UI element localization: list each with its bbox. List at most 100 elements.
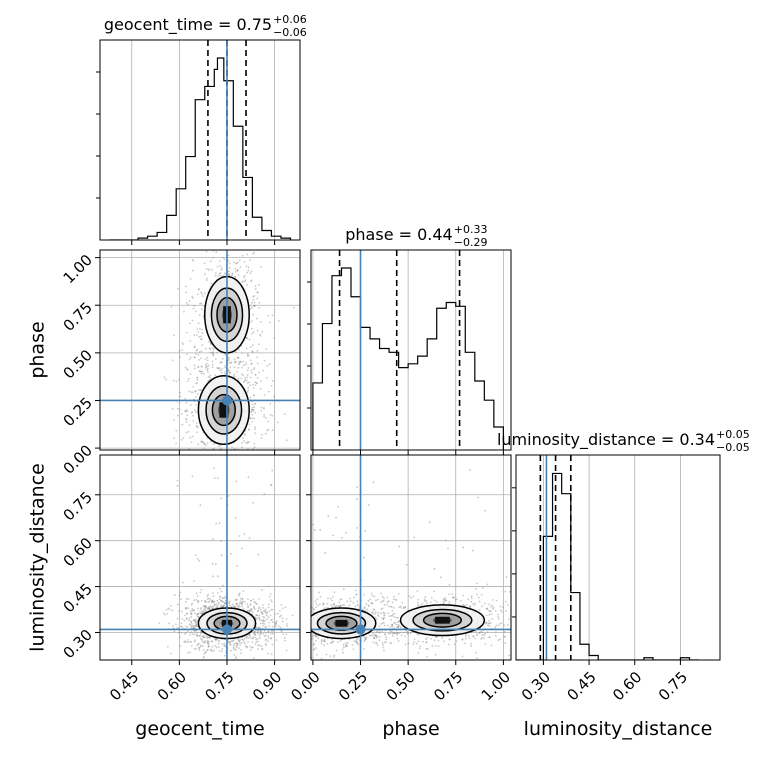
scatter-point <box>251 383 254 386</box>
scatter-point <box>235 457 237 459</box>
scatter-point <box>194 411 197 413</box>
scatter-point <box>307 606 309 608</box>
scatter-point <box>276 421 279 424</box>
scatter-point <box>184 409 186 412</box>
scatter-point <box>248 423 251 426</box>
scatter-point <box>199 302 201 305</box>
scatter-point <box>241 598 244 601</box>
scatter-point <box>212 352 215 355</box>
scatter-point <box>301 618 303 620</box>
scatter-point <box>393 632 395 635</box>
scatter-point <box>395 616 398 619</box>
scatter-point <box>185 431 188 434</box>
scatter-point <box>242 590 245 593</box>
scatter-point <box>354 589 357 592</box>
scatter-point <box>192 269 194 272</box>
scatter-point <box>234 649 237 652</box>
scatter-point <box>247 640 249 643</box>
scatter-point <box>443 601 445 604</box>
scatter-point <box>260 266 262 268</box>
scatter-point <box>241 254 244 257</box>
scatter-point <box>185 418 188 420</box>
scatter-point <box>370 634 373 637</box>
scatter-point <box>192 391 194 394</box>
scatter-point <box>217 367 220 370</box>
scatter-point <box>505 610 508 612</box>
scatter-point <box>228 361 231 364</box>
scatter-point <box>248 634 251 636</box>
scatter-point <box>211 360 214 363</box>
title-main: geocent_time = 0.75 <box>104 15 272 35</box>
scatter-point <box>322 639 325 642</box>
scatter-point <box>220 243 222 245</box>
scatter-point <box>483 634 485 637</box>
scatter-point <box>186 617 188 620</box>
scatter-point <box>245 337 248 339</box>
scatter-point <box>478 631 481 634</box>
scatter-point <box>176 407 179 410</box>
scatter-point <box>216 604 219 607</box>
scatter-point <box>212 354 215 357</box>
scatter-point <box>239 639 242 641</box>
scatter-point <box>207 593 210 596</box>
scatter-point <box>210 351 213 354</box>
scatter-point <box>195 624 197 627</box>
scatter-point <box>370 602 373 605</box>
scatter-point <box>194 356 196 359</box>
scatter-point <box>402 631 405 634</box>
scatter-point <box>212 607 215 610</box>
scatter-point <box>490 613 493 616</box>
contour-line <box>197 374 250 446</box>
scatter-point <box>289 621 291 623</box>
hist-bin <box>167 215 177 240</box>
scatter-point <box>192 385 194 388</box>
scatter-point <box>289 623 291 625</box>
scatter-point <box>254 373 257 376</box>
scatter-point <box>199 389 202 391</box>
scatter-point <box>190 391 193 394</box>
scatter-point <box>234 605 237 608</box>
scatter-point <box>506 623 509 626</box>
scatter-point <box>270 637 272 640</box>
hist-bin <box>157 232 167 240</box>
scatter-point <box>186 626 189 628</box>
scatter-point <box>202 315 205 318</box>
scatter-point <box>278 609 281 612</box>
scatter-point <box>228 369 230 372</box>
scatter-point <box>218 522 221 524</box>
scatter-point <box>200 440 203 443</box>
scatter-point <box>305 617 307 619</box>
scatter-point <box>201 635 204 638</box>
scatter-point <box>188 633 191 636</box>
scatter-point <box>237 377 240 380</box>
scatter-point <box>380 608 383 611</box>
scatter-point <box>306 622 308 624</box>
hist-bin <box>217 58 223 240</box>
scatter-point <box>177 287 179 290</box>
scatter-point <box>173 630 176 633</box>
scatter-point <box>293 620 295 622</box>
scatter-point <box>248 338 251 341</box>
scatter-point <box>253 394 255 397</box>
scatter-point <box>357 643 360 646</box>
contour-line <box>316 611 367 635</box>
scatter-point <box>265 612 268 615</box>
scatter-point <box>319 528 322 531</box>
scatter-point <box>261 612 264 615</box>
density-clip-phase_vs_geocent_time <box>100 243 300 459</box>
scatter-point <box>399 631 402 634</box>
scatter-point <box>256 614 258 617</box>
scatter-point <box>356 638 359 641</box>
scatter-point <box>395 631 398 634</box>
scatter-point <box>243 261 246 263</box>
scatter-point <box>205 606 208 609</box>
scatter-point <box>194 554 197 557</box>
scatter-point <box>233 373 236 376</box>
scatter-point <box>199 637 202 640</box>
scatter-point <box>231 603 234 606</box>
scatter-point <box>224 602 227 605</box>
scatter-point <box>259 380 262 383</box>
scatter-point <box>246 603 249 606</box>
scatter-point <box>206 367 209 370</box>
scatter-point <box>215 251 218 253</box>
